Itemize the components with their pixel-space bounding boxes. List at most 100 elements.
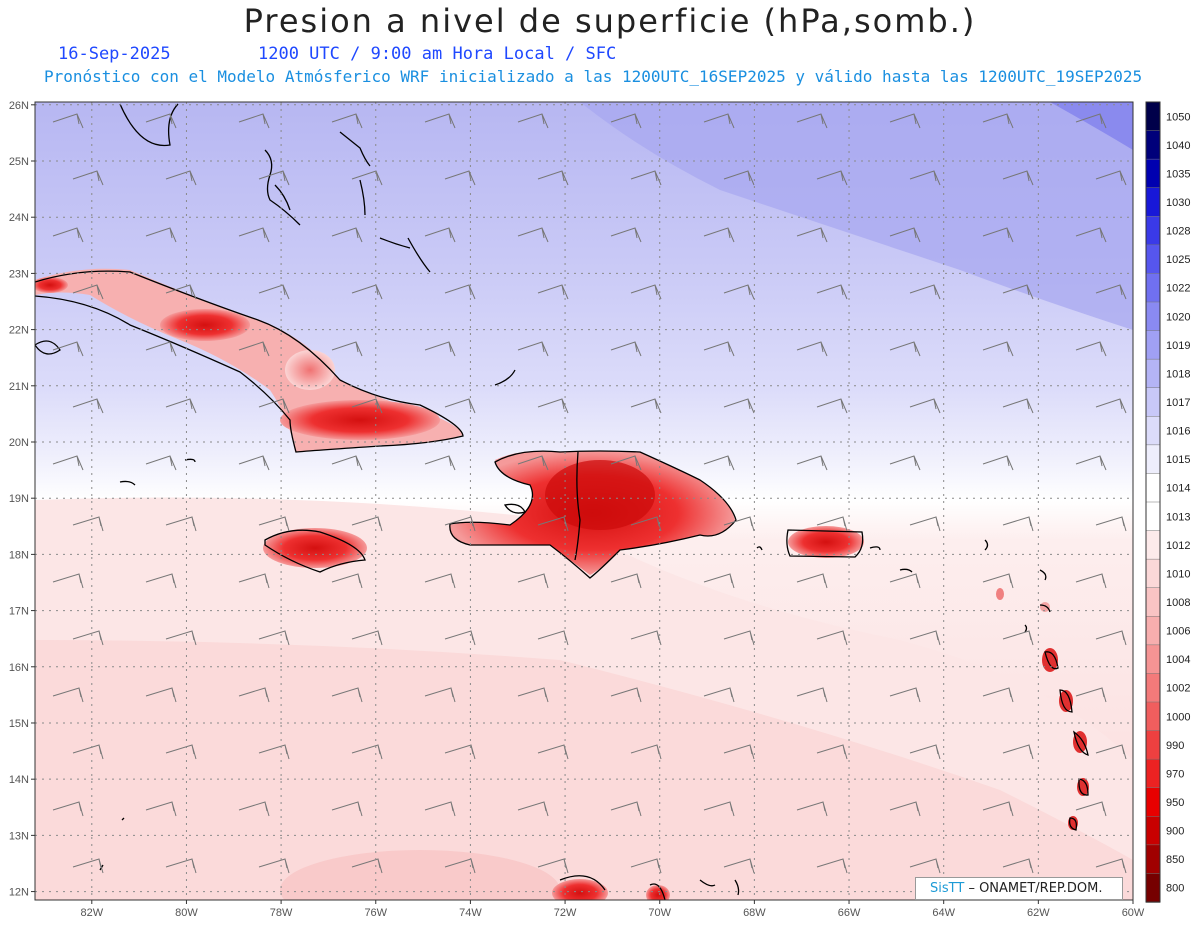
wind-barb [165, 858, 197, 874]
latitude-labels: 26N 25N 24N 23N 22N 21N 20N 19N 18N 17N 16N 15N 14N 1… [9, 100, 29, 899]
wind-barb [52, 573, 84, 589]
colorbar-label: 1015 [1166, 454, 1190, 466]
wind-barb [1075, 455, 1107, 471]
lon-label: 82W [80, 907, 103, 919]
wind-barb [703, 801, 735, 817]
wind-barb [1075, 113, 1107, 129]
colorbar-label: 1000 [1166, 711, 1190, 723]
wind-barb [444, 630, 476, 646]
lon-label: 74W [459, 907, 482, 919]
colorbar-swatch [1145, 301, 1161, 332]
colorbar-label: 1004 [1166, 654, 1190, 666]
valid-time: 1200 UTC / 9:00 am Hora Local / SFC [258, 44, 617, 64]
lat-label: 24N [9, 212, 29, 224]
colorbar-label: 1019 [1166, 340, 1190, 352]
colorbar-swatch [1145, 273, 1161, 303]
wind-barb [703, 687, 735, 703]
wind-barb [258, 630, 290, 646]
wind-barb [424, 801, 456, 817]
wind-barb [909, 284, 941, 300]
lat-label: 20N [9, 437, 29, 449]
lon-label: 62W [1027, 907, 1050, 919]
wind-barb [424, 687, 456, 703]
wind-barb [982, 113, 1014, 129]
colorbar-label: 990 [1166, 740, 1184, 752]
wind-barb [1075, 573, 1107, 589]
wind-barb [703, 341, 735, 357]
lon-label: 70W [648, 907, 671, 919]
wind-barb [165, 744, 197, 760]
wind-barb [52, 227, 84, 243]
wind-barb [72, 170, 104, 186]
colorbar-label: 1025 [1166, 254, 1190, 266]
plot-frame [34, 101, 1134, 901]
wind-barb [816, 284, 848, 300]
colorbar-swatch [1145, 644, 1161, 675]
wind-barb [517, 341, 549, 357]
wind-barb [537, 744, 569, 760]
wind-barb [537, 398, 569, 414]
wind-barb [909, 398, 941, 414]
lon-label: 64W [932, 907, 955, 919]
colorbar-label: 900 [1166, 826, 1184, 838]
wind-barb [796, 687, 828, 703]
valid-date: 16-Sep-2025 [58, 44, 171, 64]
wind-barb [630, 284, 662, 300]
wind-barb [331, 341, 363, 357]
lat-label: 15N [9, 718, 29, 730]
wind-barb [258, 858, 290, 874]
colorbar-swatch [1145, 130, 1161, 160]
wind-barb [1002, 170, 1034, 186]
pressure-field [35, 102, 1133, 900]
wind-barb [723, 744, 755, 760]
wind-barb [52, 341, 84, 357]
colorbar-label: 1012 [1166, 540, 1190, 552]
wind-barb [816, 398, 848, 414]
colorbar-label: 1020 [1166, 311, 1190, 323]
wind-barb [238, 573, 270, 589]
wind-barb [1002, 516, 1034, 532]
wind-barb [723, 398, 755, 414]
colorbar-swatch [1145, 216, 1161, 246]
colorbar-label: 1040 [1166, 140, 1190, 152]
colorbar-swatch [1145, 558, 1161, 589]
wind-barb [630, 858, 662, 874]
wind-barb [1002, 858, 1034, 874]
colorbar-swatch [1145, 530, 1161, 560]
wind-barb [331, 801, 363, 817]
colorbar-swatch [1145, 187, 1161, 218]
pressure-colorbar: 1050 1040 1035 1030 1028 1025 1022 1020 1019 1018… [1145, 101, 1190, 903]
wind-barb [1002, 744, 1034, 760]
wind-barb [796, 113, 828, 129]
wind-barb [72, 744, 104, 760]
colorbar-frame [1145, 101, 1161, 903]
wind-barb [610, 455, 642, 471]
lat-label: 12N [9, 887, 29, 899]
wind-barb [238, 227, 270, 243]
wind-barb [52, 801, 84, 817]
wind-barb [723, 170, 755, 186]
wind-barb [610, 573, 642, 589]
wind-barb [444, 516, 476, 532]
wind-barb [796, 227, 828, 243]
colorbar-swatch [1145, 330, 1161, 360]
colorbar-swatch [1145, 816, 1161, 846]
wind-barb [145, 801, 177, 817]
wind-barb [165, 516, 197, 532]
wind-barb [1075, 341, 1107, 357]
wind-barb [1002, 398, 1034, 414]
wind-barb [610, 341, 642, 357]
wind-barb [723, 858, 755, 874]
wind-barb [723, 630, 755, 646]
wind-barb [331, 113, 363, 129]
wind-barb [610, 113, 642, 129]
colorbar-swatch [1145, 873, 1161, 903]
lon-label: 78W [270, 907, 293, 919]
lat-label: 18N [9, 549, 29, 561]
wind-barb [444, 858, 476, 874]
colorbar-label: 1010 [1166, 568, 1190, 580]
colorbar-swatch [1145, 244, 1161, 275]
colorbar-swatch [1145, 358, 1161, 389]
wind-barb [1075, 687, 1107, 703]
colorbar-swatch [1145, 444, 1161, 475]
